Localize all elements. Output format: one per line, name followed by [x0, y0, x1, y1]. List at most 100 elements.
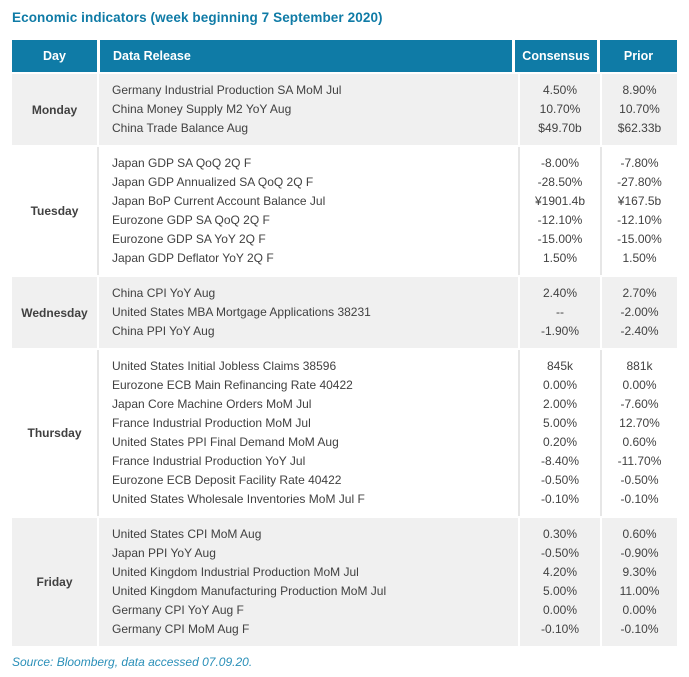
- release-cell: United States CPI MoM Aug Japan PPI YoY A…: [97, 518, 518, 646]
- prior-value: -7.60%: [620, 397, 659, 411]
- data-release-item: United States MBA Mortgage Applications …: [112, 305, 371, 319]
- source-note: Source: Bloomberg, data accessed 07.09.2…: [12, 655, 253, 669]
- consensus-value: -8.00%: [540, 156, 580, 170]
- consensus-value: 0.30%: [542, 527, 578, 541]
- consensus-value: 5.00%: [542, 416, 578, 430]
- data-release-item: Japan GDP Deflator YoY 2Q F: [112, 251, 274, 265]
- day-group-monday: Monday Germany Industrial Production SA M…: [12, 74, 677, 145]
- prior-value: -0.10%: [620, 622, 659, 636]
- prior-value: 9.30%: [622, 565, 657, 579]
- data-release-item: United States Wholesale Inventories MoM …: [112, 492, 365, 506]
- data-release-item: United Kingdom Manufacturing Production …: [112, 584, 387, 598]
- consensus-value: 845k: [546, 359, 574, 373]
- day-cell: Thursday: [12, 350, 97, 516]
- release-cell: Germany Industrial Production SA MoM Jul…: [97, 74, 518, 145]
- data-release-item: China Money Supply M2 YoY Aug: [112, 102, 292, 116]
- page-title: Economic indicators (week beginning 7 Se…: [12, 10, 383, 25]
- consensus-value: -12.10%: [537, 213, 583, 227]
- data-release-item: Japan GDP Annualized SA QoQ 2Q F: [112, 175, 314, 189]
- consensus-cell: 0.30% -0.50% 4.20% 5.00% 0.00% -0.10%: [518, 518, 600, 646]
- consensus-value: -0.50%: [540, 546, 580, 560]
- prior-value: ¥167.5b: [617, 194, 662, 208]
- day-cell: Friday: [12, 518, 97, 646]
- consensus-cell: 2.40% -- -1.90%: [518, 277, 600, 348]
- prior-value: -15.00%: [617, 232, 662, 246]
- prior-value: 1.50%: [622, 251, 657, 265]
- data-release-item: Eurozone ECB Deposit Facility Rate 40422: [112, 473, 342, 487]
- data-release-item: Japan Core Machine Orders MoM Jul: [112, 397, 312, 411]
- day-cell: Monday: [12, 74, 97, 145]
- prior-value: 11.00%: [619, 584, 660, 598]
- data-release-item: United States CPI MoM Aug: [112, 527, 262, 541]
- consensus-value: -0.50%: [540, 473, 580, 487]
- data-release-item: Eurozone GDP SA QoQ 2Q F: [112, 213, 270, 227]
- consensus-value: 0.00%: [542, 603, 578, 617]
- data-release-item: Eurozone ECB Main Refinancing Rate 40422: [112, 378, 353, 392]
- consensus-value: 2.00%: [542, 397, 578, 411]
- prior-value: 0.00%: [622, 603, 657, 617]
- consensus-value: 1.50%: [542, 251, 578, 265]
- day-group-friday: Friday United States CPI MoM Aug Japan PPI…: [12, 518, 677, 646]
- data-release-item: United States PPI Final Demand MoM Aug: [112, 435, 339, 449]
- prior-value: -27.80%: [617, 175, 662, 189]
- consensus-value: -0.10%: [540, 622, 580, 636]
- consensus-value: -1.90%: [540, 324, 580, 338]
- day-label: Monday: [31, 102, 78, 117]
- day-label: Thursday: [27, 426, 82, 440]
- prior-cell: -7.80% -27.80% ¥167.5b -12.10% -15.00% 1.50%: [600, 147, 677, 275]
- prior-value: 881k: [626, 359, 653, 373]
- prior-value: -0.90%: [620, 546, 659, 560]
- consensus-value: -8.40%: [540, 454, 580, 468]
- day-cell: Tuesday: [12, 147, 97, 275]
- prior-value: -0.10%: [620, 492, 659, 506]
- prior-cell: 2.70% -2.00% -2.40%: [600, 277, 677, 348]
- data-release-item: Japan BoP Current Account Balance Jul: [112, 194, 326, 208]
- day-label: Tuesday: [30, 204, 79, 218]
- table-body: Monday Germany Industrial Production SA M…: [12, 74, 677, 646]
- column-header-consensus: Consensus: [515, 40, 597, 72]
- consensus-cell: 4.50% 10.70% $49.70b: [518, 74, 600, 145]
- prior-cell: 8.90% 10.70% $62.33b: [600, 74, 677, 145]
- economic-indicators-table: Day Data Release Consensus Prior Monday G…: [12, 40, 677, 646]
- consensus-cell: -8.00% -28.50% ¥1901.4b -12.10% -15.00% 1.50%: [518, 147, 600, 275]
- prior-value: -2.00%: [620, 305, 659, 319]
- data-release-item: China PPI YoY Aug: [112, 324, 215, 338]
- consensus-value: 0.20%: [542, 435, 578, 449]
- prior-value: 2.70%: [622, 286, 657, 300]
- data-release-item: China CPI YoY Aug: [112, 286, 216, 300]
- consensus-value: 4.50%: [542, 83, 578, 97]
- column-header-data-release: Data Release: [100, 40, 512, 72]
- prior-value: -0.50%: [620, 473, 659, 487]
- consensus-value: 5.00%: [542, 584, 578, 598]
- consensus-cell: 845k 0.00% 2.00% 5.00% 0.20% -8.40% -0.50% -0.1…: [518, 350, 600, 516]
- day-group-wednesday: Wednesday China CPI YoY Aug United States …: [12, 277, 677, 348]
- day-label: Friday: [36, 575, 73, 589]
- prior-value: $62.33b: [617, 121, 662, 135]
- data-release-item: Germany CPI YoY Aug F: [112, 603, 244, 617]
- data-release-item: China Trade Balance Aug: [112, 121, 249, 135]
- prior-value: -7.80%: [620, 156, 659, 170]
- data-release-item: United States Initial Jobless Claims 385…: [112, 359, 337, 373]
- consensus-value: 4.20%: [542, 565, 578, 579]
- consensus-value: 2.40%: [542, 286, 578, 300]
- consensus-value: --: [556, 305, 564, 319]
- prior-value: -12.10%: [617, 213, 662, 227]
- data-release-item: Eurozone GDP SA YoY 2Q F: [112, 232, 266, 246]
- day-group-thursday: Thursday United States Initial Jobless Cl…: [12, 350, 677, 516]
- day-label: Wednesday: [21, 305, 88, 320]
- data-release-item: United Kingdom Industrial Production MoM…: [112, 565, 359, 579]
- prior-value: 10.70%: [619, 102, 660, 116]
- consensus-value: -28.50%: [537, 175, 583, 189]
- prior-cell: 0.60% -0.90% 9.30% 11.00% 0.00% -0.10%: [600, 518, 677, 646]
- release-cell: China CPI YoY Aug United States MBA Mortg…: [97, 277, 518, 348]
- data-release-item: Germany Industrial Production SA MoM Jul: [112, 83, 342, 97]
- day-cell: Wednesday: [12, 277, 97, 348]
- prior-value: 8.90%: [622, 83, 657, 97]
- consensus-value: -0.10%: [540, 492, 580, 506]
- prior-value: -2.40%: [620, 324, 659, 338]
- prior-value: 0.60%: [622, 435, 657, 449]
- data-release-item: Germany CPI MoM Aug F: [112, 622, 250, 636]
- prior-value: 0.60%: [622, 527, 657, 541]
- release-cell: United States Initial Jobless Claims 385…: [97, 350, 518, 516]
